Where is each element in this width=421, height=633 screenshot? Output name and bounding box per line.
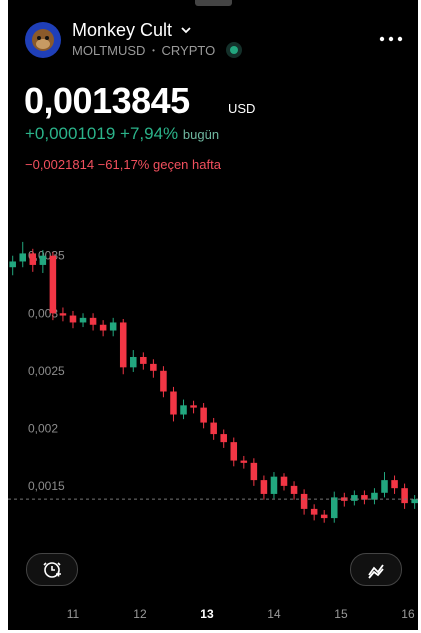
- change-value: +0,0001019: [25, 124, 116, 143]
- candle-body: [150, 363, 157, 371]
- candle-body: [240, 460, 248, 463]
- candle-body: [250, 462, 258, 481]
- x-tick-label: 12: [133, 607, 147, 621]
- avatar: [25, 22, 61, 58]
- candle-body: [160, 370, 167, 392]
- candle-body: [351, 495, 358, 501]
- candle-body: [411, 499, 418, 504]
- chevron[interactable]: [180, 25, 192, 35]
- change-period: geçen hafta: [152, 157, 221, 172]
- candle-body: [330, 497, 338, 519]
- change-pct: −61,17%: [97, 157, 150, 172]
- candle-body: [170, 391, 177, 415]
- status-dot: [226, 42, 242, 58]
- alert-icon: [43, 562, 61, 578]
- asset-name[interactable]: Monkey Cult: [72, 20, 173, 40]
- market: CRYPTO: [161, 43, 216, 58]
- candle-body: [69, 315, 77, 323]
- change-value: −0,0021814: [25, 157, 95, 172]
- candle-body: [119, 322, 127, 368]
- candle-body: [130, 356, 137, 368]
- candle-body: [280, 476, 288, 486]
- app-screen: Monkey Cult MOLTMUSD • CRYPTO 0,0013845 …: [8, 0, 418, 630]
- candle-body: [210, 422, 217, 435]
- change-period: bugün: [182, 127, 220, 142]
- price: 0,0013845: [24, 80, 190, 121]
- candle-body: [371, 492, 378, 500]
- candle-body: [310, 508, 318, 515]
- candle-body: [290, 485, 298, 494]
- candle-body: [99, 324, 107, 331]
- candle-body: [19, 253, 27, 262]
- candle-body: [381, 480, 388, 493]
- candle-body: [401, 488, 408, 504]
- separator: •: [152, 46, 155, 55]
- menu[interactable]: [378, 33, 404, 45]
- candle-body: [270, 476, 278, 494]
- y-tick-label: 0,0015: [28, 479, 65, 493]
- x-tick-label: 15: [334, 607, 348, 621]
- y-tick-label: 0,0025: [28, 364, 65, 378]
- top-handle: [195, 0, 232, 6]
- currency: USD: [228, 101, 256, 116]
- x-tick-label: 16: [401, 607, 415, 621]
- candle-body: [230, 442, 238, 461]
- candle-body: [59, 313, 67, 316]
- day-change: +0,0001019 +7,94% bugün: [25, 124, 219, 144]
- candle-body: [29, 253, 37, 265]
- candle-body: [200, 407, 207, 423]
- candle-body: [109, 322, 117, 331]
- candle-body: [391, 480, 398, 489]
- candle-body: [39, 255, 47, 265]
- week-change: −0,0021814 −61,17% geçen hafta: [25, 157, 221, 172]
- symbol: MOLTMUSD: [72, 43, 146, 58]
- candle-body: [89, 317, 97, 325]
- candle-body: [79, 317, 87, 323]
- candle-body: [9, 261, 16, 268]
- chart-type-button[interactable]: [350, 553, 402, 586]
- candle-body: [260, 480, 268, 494]
- candle-body: [190, 405, 197, 408]
- y-tick-label: 0,002: [28, 421, 58, 435]
- chart-type-icon: [368, 564, 384, 579]
- alert-button[interactable]: [26, 553, 78, 586]
- candle-body: [300, 493, 308, 509]
- candle-body: [220, 434, 227, 443]
- x-tick-label: 14: [267, 607, 281, 621]
- candle-body: [320, 514, 328, 519]
- x-tick-label: 13: [200, 607, 214, 621]
- candle-body: [49, 255, 57, 314]
- x-tick-label: 11: [67, 607, 80, 621]
- candle-body: [140, 356, 147, 364]
- candle-body: [361, 495, 368, 500]
- candle-body: [180, 405, 187, 415]
- change-pct: +7,94%: [120, 124, 179, 143]
- asset-subtitle: MOLTMUSD • CRYPTO: [72, 43, 215, 58]
